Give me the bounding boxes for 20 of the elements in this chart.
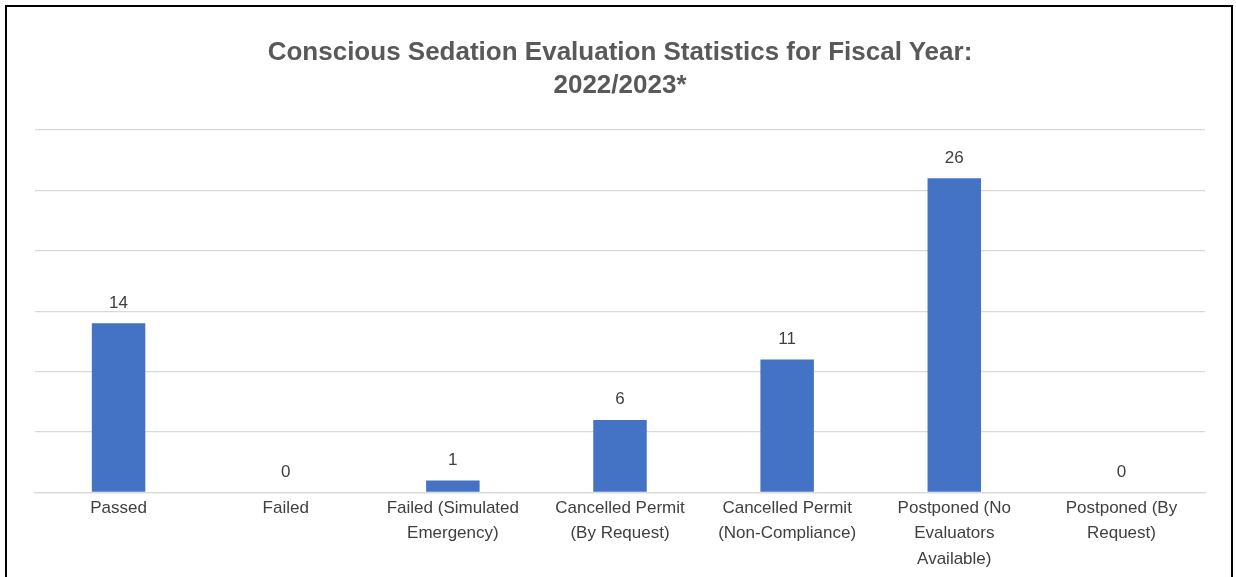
data-label: 0 xyxy=(280,461,291,481)
bar xyxy=(426,480,480,492)
x-tick-label: Postponed (By Request) xyxy=(1065,497,1178,543)
bar xyxy=(760,359,814,492)
data-label: 0 xyxy=(1116,461,1127,481)
chart-title: Conscious Sedation Evaluation Statistics for Fiscal Year: 2022/2023* xyxy=(267,36,973,99)
bar xyxy=(593,420,647,492)
x-tick-label: Passed xyxy=(90,497,147,517)
data-label: 14 xyxy=(109,292,129,312)
x-tick-label: Cancelled Permit (By Request) xyxy=(555,497,685,543)
data-label: 1 xyxy=(448,449,458,469)
x-tick-label: Failed xyxy=(262,497,309,517)
x-tick-label: Failed (Simulated Emergency) xyxy=(386,497,519,543)
bar xyxy=(91,323,146,492)
bar xyxy=(927,178,982,492)
data-label: 6 xyxy=(615,389,625,409)
data-label: 26 xyxy=(944,147,964,167)
x-tick-label: Postponed (No Evaluators Available) xyxy=(897,497,1011,568)
data-label: 11 xyxy=(778,328,796,348)
x-tick-label: Cancelled Permit (Non-Compliance) xyxy=(718,497,857,543)
